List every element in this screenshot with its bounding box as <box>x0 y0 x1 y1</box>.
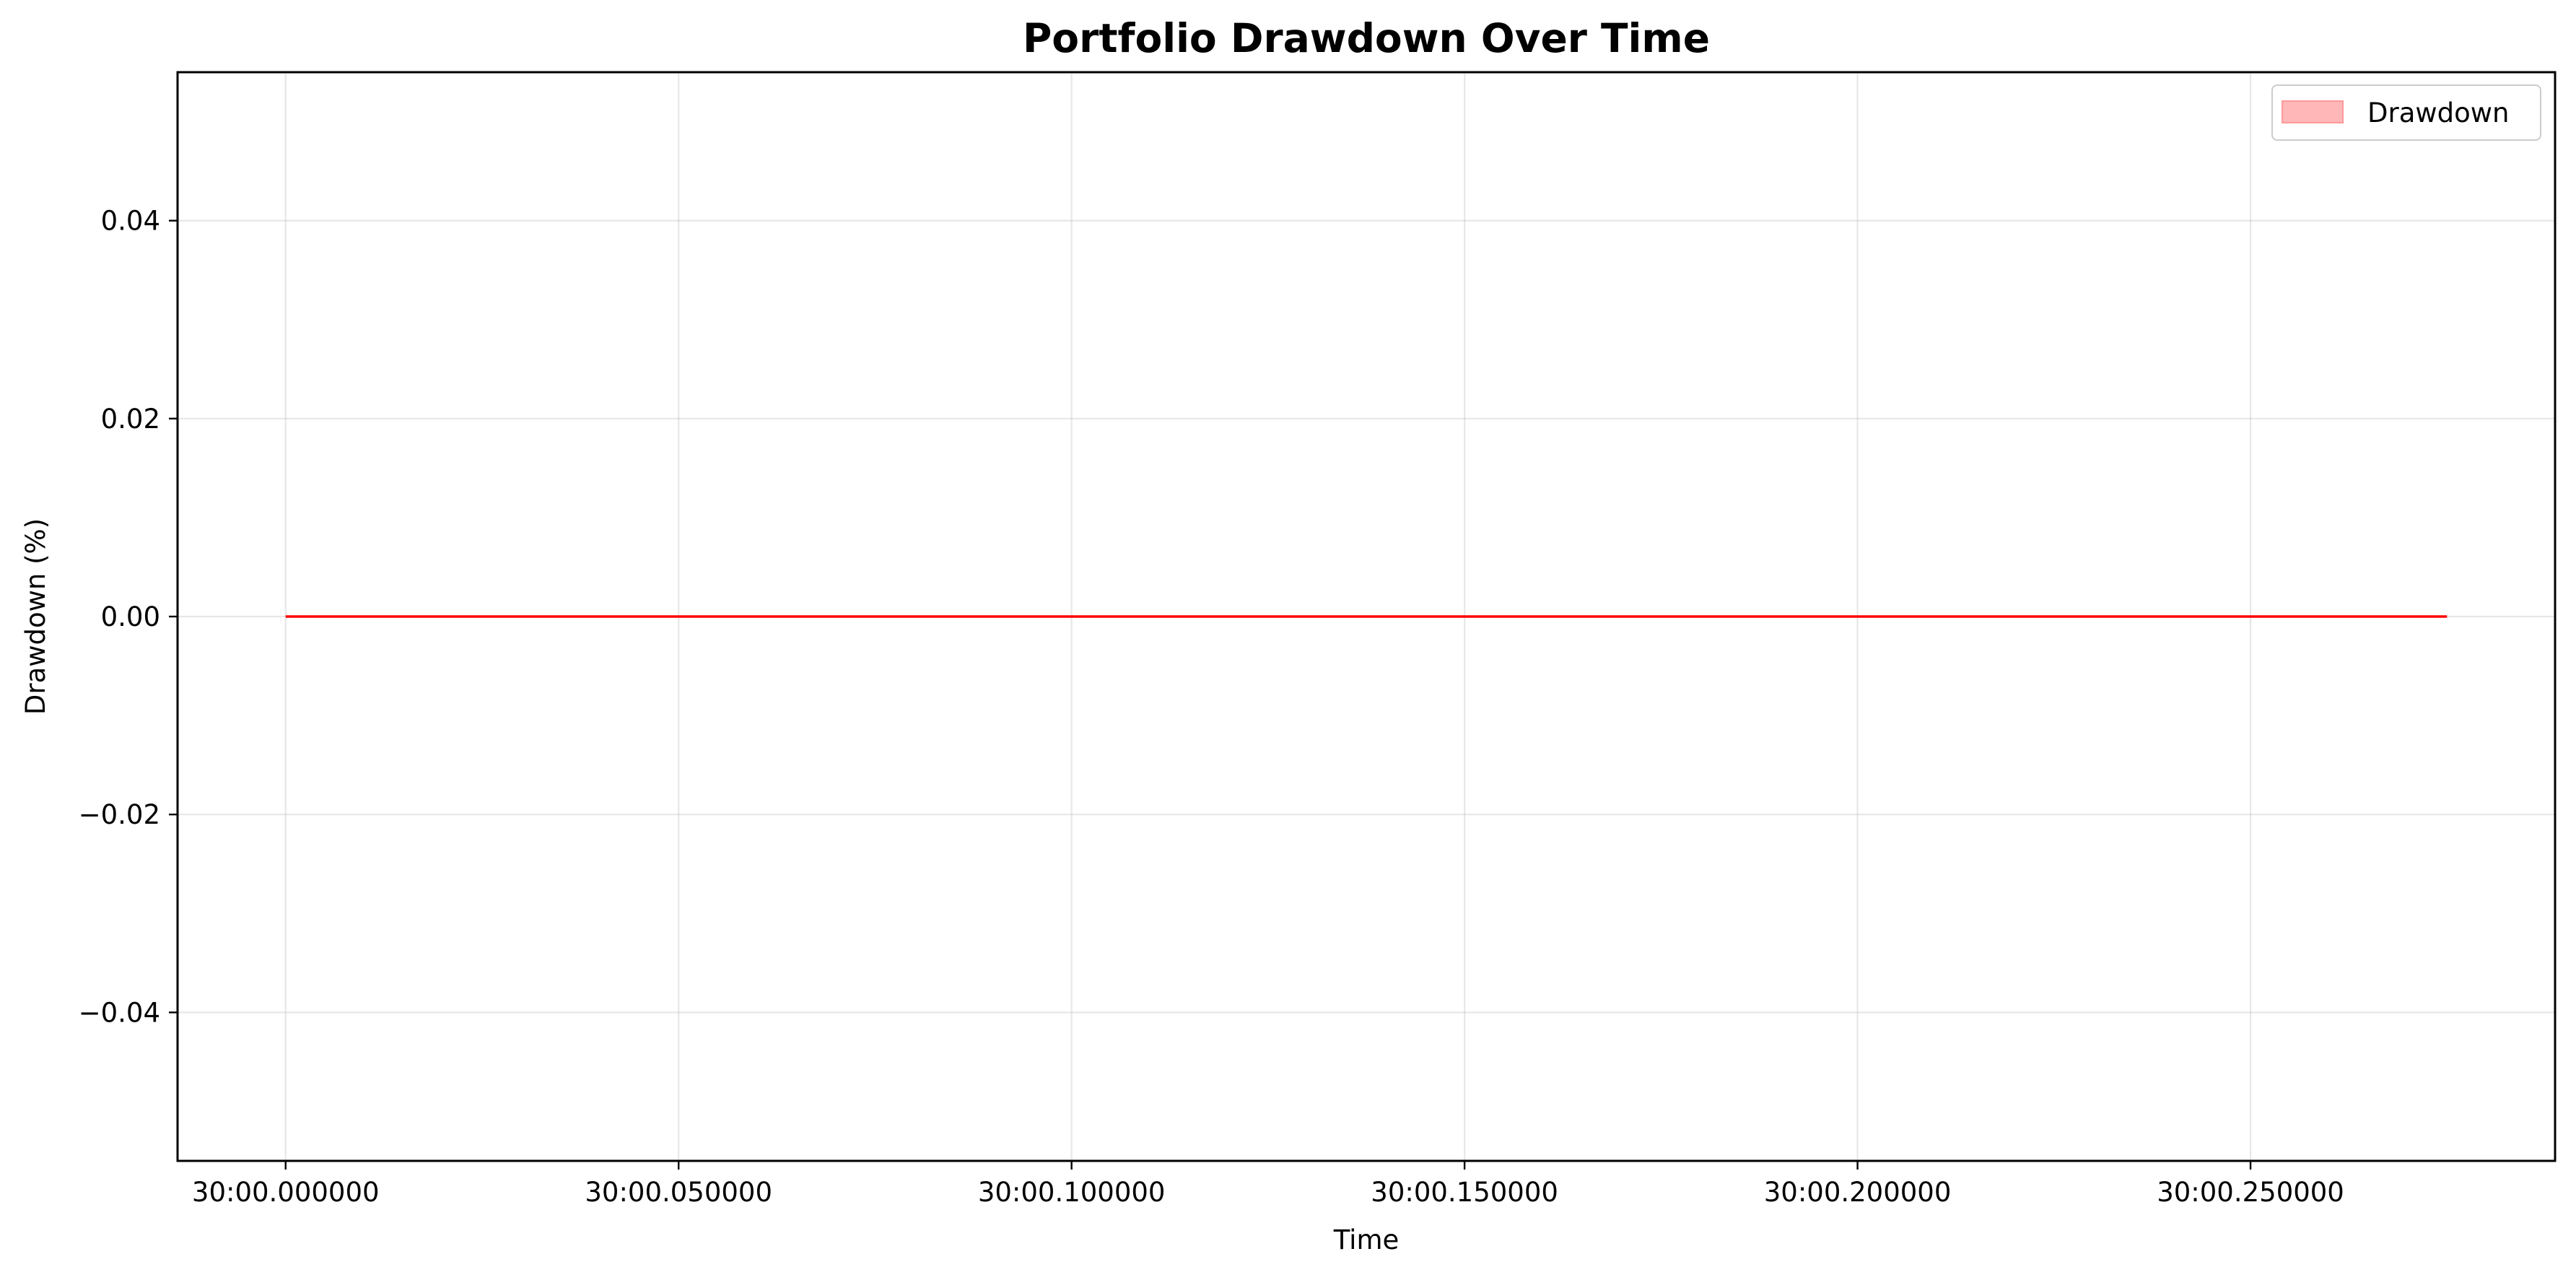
y-axis-ticks: 0.04 0.02 0.00 −0.02 −0.04 <box>79 206 178 1028</box>
y-tick-label: −0.04 <box>79 997 160 1028</box>
legend: Drawdown <box>2271 84 2541 141</box>
y-tick-label: 0.00 <box>101 601 160 632</box>
y-tick-label: 0.04 <box>101 206 160 237</box>
x-axis-label: Time <box>1333 1224 1400 1255</box>
y-tick-label: 0.02 <box>101 404 160 435</box>
x-tick-label: 30:00.000000 <box>192 1177 380 1208</box>
x-tick-label: 30:00.050000 <box>585 1177 772 1208</box>
legend-swatch-drawdown <box>2282 100 2344 123</box>
x-tick-label: 30:00.100000 <box>978 1177 1166 1208</box>
x-tick-label: 30:00.200000 <box>1764 1177 1952 1208</box>
y-axis-label: Drawdown (%) <box>20 518 51 715</box>
y-tick-label: −0.02 <box>79 799 160 830</box>
x-tick-label: 30:00.250000 <box>2157 1177 2344 1208</box>
chart-title: Portfolio Drawdown Over Time <box>1023 15 1710 61</box>
x-tick-label: 30:00.150000 <box>1371 1177 1558 1208</box>
x-axis-ticks: 30:00.000000 30:00.050000 30:00.100000 30:0… <box>192 1161 2344 1208</box>
legend-box <box>2271 84 2541 141</box>
legend-label-drawdown: Drawdown <box>2367 97 2509 129</box>
